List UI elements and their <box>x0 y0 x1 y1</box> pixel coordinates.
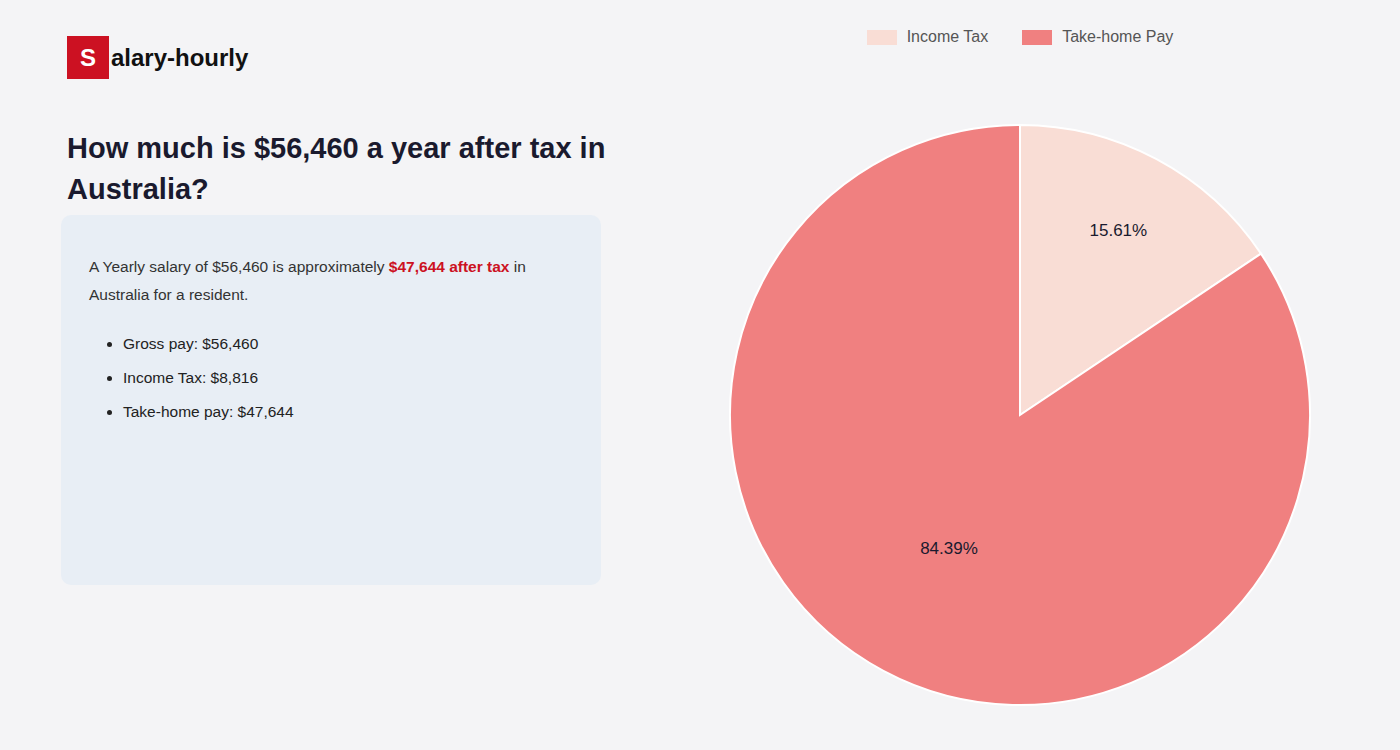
legend-swatch <box>1022 30 1052 45</box>
paragraph-text: A Yearly salary of $56,460 is approximat… <box>89 258 389 275</box>
pie-slice <box>730 125 1310 705</box>
logo-mark: S <box>67 36 109 79</box>
paragraph: A Yearly salary of $56,460 is approximat… <box>89 253 575 309</box>
paragraph-text: Australia for a resident. <box>89 286 248 303</box>
legend-item: Take-home Pay <box>1022 28 1173 46</box>
legend: Income Tax Take-home Pay <box>700 28 1340 46</box>
paragraph-text: in <box>509 258 525 275</box>
pie-chart: 15.61% 84.39% <box>700 80 1340 740</box>
bullet-list: Gross pay: $56,460 Income Tax: $8,816 Take… <box>89 335 575 421</box>
legend-label: Take-home Pay <box>1062 28 1173 46</box>
title: How much is $56,460 a year after tax in … <box>67 128 667 209</box>
logo: Salary-hourly <box>67 36 248 79</box>
paragraph-highlight: $47,644 after tax <box>389 258 510 275</box>
info-box: A Yearly salary of $56,460 is approximat… <box>61 215 601 585</box>
legend-label: Income Tax <box>907 28 989 46</box>
logo-text: alary-hourly <box>111 44 248 72</box>
data-label: 84.39% <box>920 539 978 558</box>
bullet: Gross pay: $56,460 <box>123 335 575 353</box>
bullet: Income Tax: $8,816 <box>123 369 575 387</box>
legend-item: Income Tax <box>867 28 989 46</box>
legend-swatch <box>867 30 897 45</box>
bullet: Take-home pay: $47,644 <box>123 403 575 421</box>
data-label: 15.61% <box>1090 221 1148 240</box>
